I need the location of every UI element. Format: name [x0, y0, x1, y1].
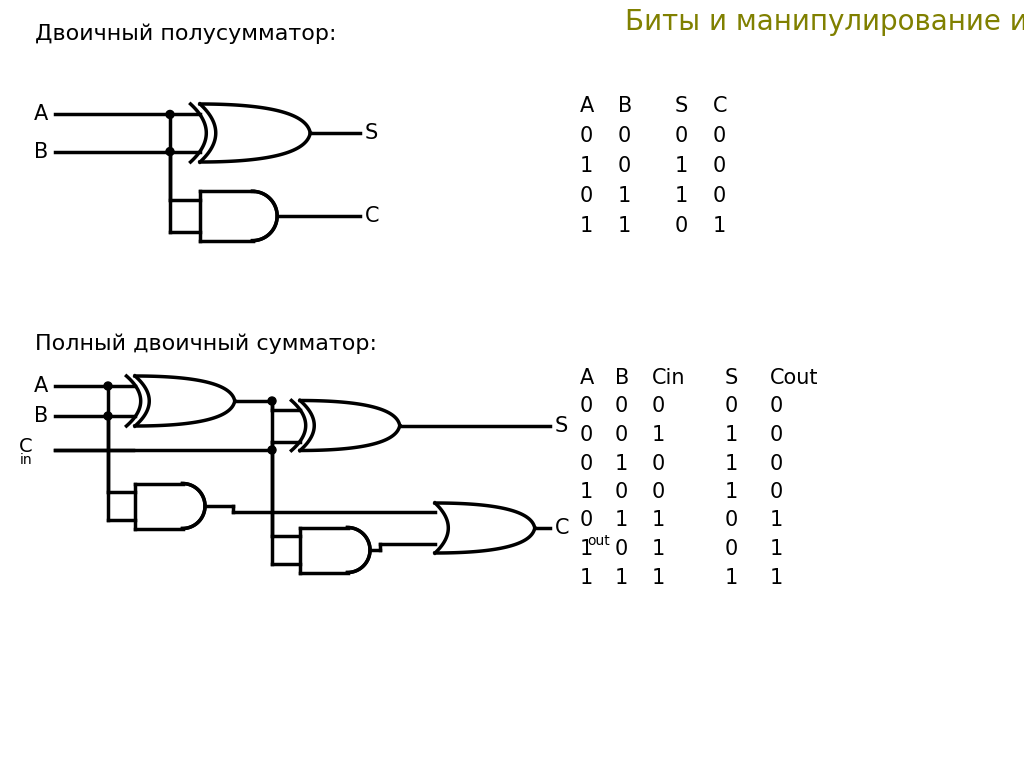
Text: 1: 1: [652, 568, 666, 588]
Circle shape: [268, 446, 276, 454]
Text: 1: 1: [725, 482, 738, 502]
Text: 0: 0: [580, 453, 593, 474]
Text: 1: 1: [725, 453, 738, 474]
Text: 0: 0: [615, 396, 629, 416]
Text: 1: 1: [725, 425, 738, 445]
Text: 0: 0: [675, 126, 688, 146]
Circle shape: [104, 412, 112, 420]
Text: 0: 0: [652, 396, 666, 416]
Text: 0: 0: [615, 425, 629, 445]
Circle shape: [268, 397, 276, 405]
Text: 1: 1: [580, 539, 593, 559]
Text: B: B: [34, 406, 48, 426]
Text: 0: 0: [652, 453, 666, 474]
Circle shape: [166, 147, 174, 156]
Text: Полный двоичный сумматор:: Полный двоичный сумматор:: [35, 333, 377, 353]
Text: 0: 0: [580, 186, 593, 206]
Text: 0: 0: [713, 186, 726, 206]
Text: 1: 1: [675, 186, 688, 206]
Text: 0: 0: [652, 482, 666, 502]
Text: 0: 0: [580, 511, 593, 531]
Text: 1: 1: [770, 511, 783, 531]
Text: 0: 0: [580, 396, 593, 416]
Text: 0: 0: [770, 425, 783, 445]
Text: 0: 0: [618, 126, 631, 146]
Text: C: C: [18, 438, 32, 456]
Text: S: S: [365, 123, 378, 143]
Text: C: C: [555, 518, 569, 538]
Text: 1: 1: [713, 216, 726, 236]
Text: out: out: [587, 534, 609, 548]
Text: 1: 1: [618, 216, 631, 236]
Circle shape: [104, 382, 112, 390]
Text: C: C: [365, 206, 380, 226]
Text: 1: 1: [652, 511, 666, 531]
Circle shape: [166, 111, 174, 118]
Text: 0: 0: [725, 396, 738, 416]
Text: 0: 0: [770, 396, 783, 416]
Text: 1: 1: [580, 482, 593, 502]
Text: 0: 0: [615, 539, 629, 559]
Text: 1: 1: [615, 453, 629, 474]
Text: 0: 0: [770, 453, 783, 474]
Text: 1: 1: [580, 216, 593, 236]
Text: S: S: [725, 368, 738, 388]
Text: 1: 1: [770, 539, 783, 559]
Text: 0: 0: [770, 482, 783, 502]
Text: B: B: [34, 141, 48, 161]
Text: Двоичный полусумматор:: Двоичный полусумматор:: [35, 23, 337, 44]
Text: 0: 0: [615, 482, 629, 502]
Text: 0: 0: [713, 156, 726, 176]
Text: 0: 0: [580, 126, 593, 146]
Text: 1: 1: [725, 568, 738, 588]
Text: 1: 1: [675, 156, 688, 176]
Text: A: A: [580, 96, 594, 116]
Text: in: in: [19, 453, 32, 467]
Text: Cin: Cin: [652, 368, 685, 388]
Text: A: A: [34, 376, 48, 396]
Text: 1: 1: [580, 568, 593, 588]
Text: 1: 1: [652, 425, 666, 445]
Text: A: A: [34, 104, 48, 124]
Text: 0: 0: [618, 156, 631, 176]
Text: 1: 1: [580, 156, 593, 176]
Text: 1: 1: [618, 186, 631, 206]
Text: S: S: [675, 96, 688, 116]
Text: B: B: [618, 96, 632, 116]
Text: 0: 0: [725, 511, 738, 531]
Text: 0: 0: [725, 539, 738, 559]
Text: C: C: [713, 96, 727, 116]
Text: 0: 0: [713, 126, 726, 146]
Text: A: A: [580, 368, 594, 388]
Text: B: B: [615, 368, 630, 388]
Text: 1: 1: [615, 568, 629, 588]
Text: Cout: Cout: [770, 368, 818, 388]
Text: Биты и манипулирование ими: Биты и манипулирование ими: [625, 8, 1024, 36]
Text: 1: 1: [615, 511, 629, 531]
Text: 1: 1: [770, 568, 783, 588]
Text: 0: 0: [580, 425, 593, 445]
Text: 1: 1: [652, 539, 666, 559]
Text: 0: 0: [675, 216, 688, 236]
Text: S: S: [555, 415, 568, 435]
